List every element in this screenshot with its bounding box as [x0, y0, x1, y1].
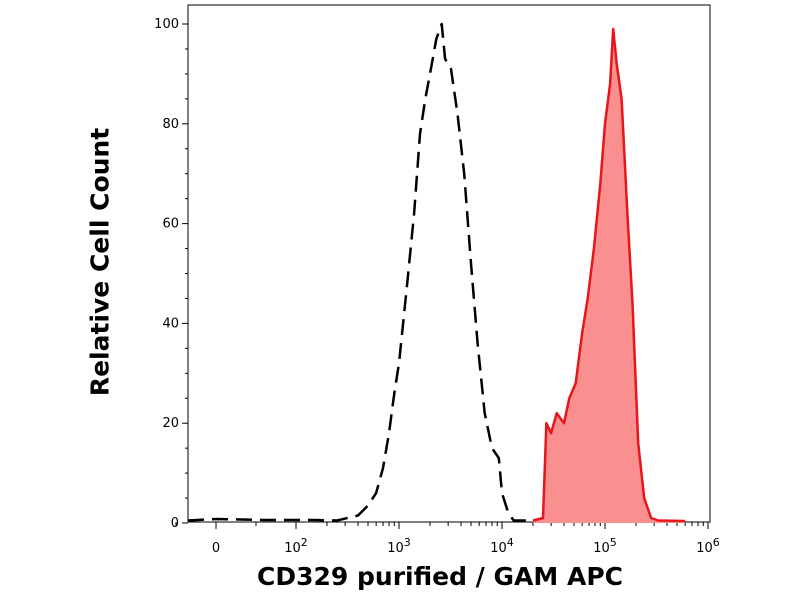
y-tick-label: 60: [162, 217, 179, 232]
y-tick-label: 100: [154, 17, 179, 32]
x-tick-label: 106: [696, 536, 720, 556]
plot-frame: [187, 4, 711, 523]
y-tick-label: 20: [162, 416, 179, 431]
histogram-line-1: [532, 27, 686, 523]
x-tick-label: 104: [490, 536, 514, 556]
y-axis-title: Relative Cell Count: [85, 127, 115, 397]
x-axis-title: CD329 purified / GAM APC: [257, 562, 623, 591]
y-tick-label: 80: [162, 117, 179, 132]
y-tick-label: 40: [162, 316, 179, 331]
histogram-fill-1: [533, 29, 686, 523]
x-tick-label: 103: [387, 536, 411, 556]
x-tick-label: 0: [212, 541, 220, 556]
x-tick-label: 102: [284, 536, 308, 556]
x-tick-label: 105: [593, 536, 617, 556]
histogram-line-0: [187, 22, 533, 522]
y-tick-label: 0: [171, 516, 179, 531]
